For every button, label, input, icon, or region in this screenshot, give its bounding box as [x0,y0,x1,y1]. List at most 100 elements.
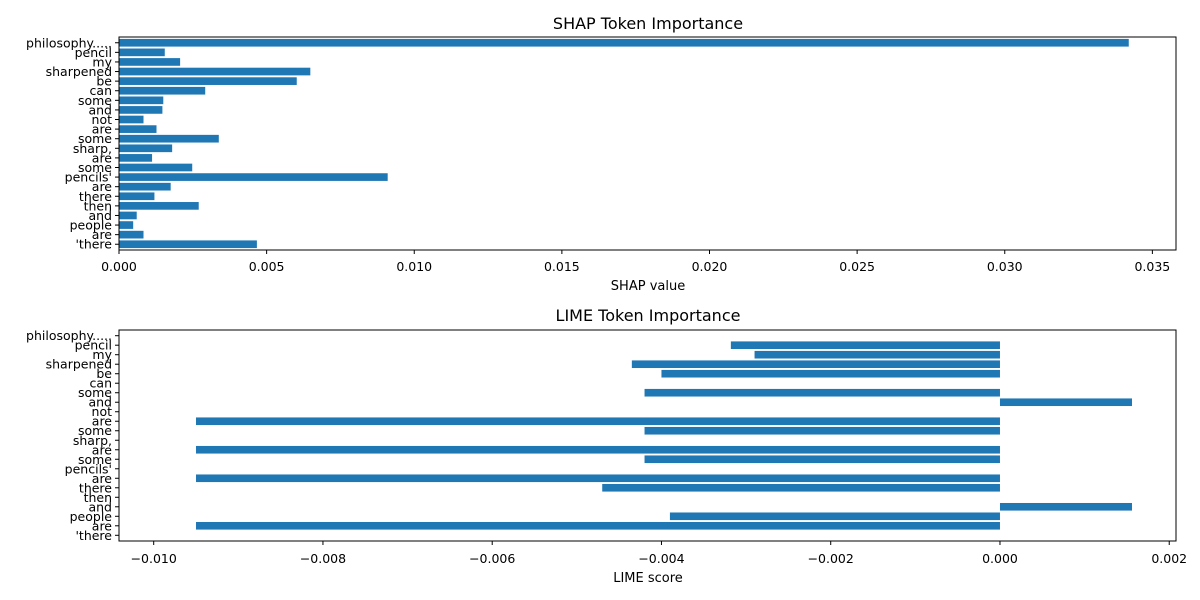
lime-y-tick-label-2: my [92,347,112,362]
lime-bars [196,331,1132,540]
shap-y-tick-label-17: then [84,198,112,213]
lime-bar-2 [754,350,1000,359]
shap-bar-17 [119,202,199,210]
shap-y-ticks: philosophy.....pencilmysharpenedbecansom… [26,35,119,252]
shap-bar-13 [119,163,193,172]
shap-y-tick-label-19: people [70,218,113,233]
shap-x-axis-label: SHAP value [611,279,685,294]
lime-y-tick-label-16: there [79,480,112,495]
lime-y-tick-label-12: are [92,442,113,457]
lime-bar-15 [196,474,1000,483]
shap-y-tick-label-0: philosophy..... [26,35,112,50]
shap-y-tick-label-20: are [92,227,113,242]
lime-x-tick-label-1: −0.008 [300,551,346,566]
lime-y-tick-label-0: philosophy..... [26,328,112,343]
lime-y-tick-label-17: then [84,490,112,505]
shap-y-tick-label-12: are [92,150,113,165]
shap-chart-title: SHAP Token Importance [553,14,743,33]
shap-y-tick-label-6: some [78,93,112,108]
shap-x-tick-label-6: 0.030 [987,259,1023,274]
lime-y-tick-label-14: pencils' [65,461,112,476]
shap-bar-2 [119,58,181,66]
lime-x-ticks: −0.010 −0.008 −0.006 −0.004 −0.002 0.000 0.002 [131,541,1187,566]
shap-y-tick-label-2: my [92,54,112,69]
shap-bar-21 [119,240,257,249]
lime-x-tick-label-2: −0.006 [469,551,515,566]
lime-bar-3 [631,360,1000,369]
shap-y-tick-label-8: not [92,112,113,127]
shap-chart: SHAP Token Importance 0.000 0.005 0.010 0.0… [26,14,1177,294]
lime-y-tick-label-5: can [90,376,112,391]
shap-x-tick-label-5: 0.025 [839,259,875,274]
shap-x-tick-label-2: 0.010 [396,259,432,274]
shap-bar-8 [119,115,144,124]
shap-x-tick-label-0: 0.000 [101,259,137,274]
lime-x-tick-label-5: 0.000 [982,551,1018,566]
lime-bar-1 [730,341,1000,350]
lime-y-ticks: philosophy.....pencilmysharpenedbecansom… [26,328,119,543]
lime-bar-16 [602,483,1000,492]
shap-bar-6 [119,96,164,105]
shap-bar-20 [119,230,144,239]
lime-x-tick-label-3: −0.004 [638,551,684,566]
lime-x-axis-label: LIME score [613,571,683,586]
lime-y-tick-label-13: some [78,452,112,467]
shap-x-tick-label-7: 0.035 [1134,259,1170,274]
shap-bar-18 [119,211,137,220]
lime-bar-13 [644,455,1000,464]
lime-bar-10 [644,426,1000,435]
shap-bar-16 [119,192,155,201]
lime-x-tick-label-0: −0.010 [131,551,177,566]
lime-y-tick-label-3: sharpened [46,357,112,372]
shap-x-tick-label-3: 0.015 [544,259,580,274]
lime-y-tick-label-21: 'there [75,528,112,543]
lime-bar-12 [196,445,1000,454]
shap-y-tick-label-11: sharp, [73,141,112,156]
lime-y-tick-label-20: are [92,518,113,533]
lime-x-tick-label-4: −0.002 [808,551,854,566]
lime-x-tick-label-6: 0.002 [1151,551,1187,566]
lime-y-tick-label-1: pencil [75,338,112,353]
shap-x-ticks: 0.000 0.005 0.010 0.015 0.020 0.025 0.030 0.035 [101,250,1170,274]
lime-y-tick-label-15: are [92,471,113,486]
shap-bar-5 [119,86,206,95]
shap-y-tick-label-18: and [88,208,112,223]
shap-bar-9 [119,125,157,133]
shap-bar-10 [119,134,219,143]
shap-y-tick-label-7: and [88,102,112,117]
lime-bar-9 [196,417,1000,426]
lime-y-tick-label-11: sharp, [73,433,112,448]
shap-y-tick-label-3: sharpened [46,64,112,79]
shap-bar-7 [119,106,163,114]
lime-bar-7 [999,398,1132,407]
lime-bar-4 [661,369,1000,378]
lime-y-tick-label-7: and [88,395,112,410]
shap-y-tick-label-16: there [79,189,112,204]
shap-bar-4 [119,77,297,85]
shap-y-tick-label-10: some [78,131,112,146]
shap-x-tick-label-4: 0.020 [692,259,728,274]
shap-bar-15 [119,182,171,191]
lime-bar-18 [999,502,1132,511]
lime-chart: LIME Token Importance −0.010 −0.008 −0.006… [26,306,1187,586]
lime-chart-title: LIME Token Importance [556,306,741,325]
shap-y-tick-label-13: some [78,160,112,175]
lime-bar-19 [669,512,1000,521]
lime-y-tick-label-6: some [78,385,112,400]
shap-y-tick-label-5: can [90,83,112,98]
lime-plot-frame [118,329,1177,542]
shap-y-tick-label-14: pencils' [65,170,112,185]
lime-y-tick-label-9: are [92,414,113,429]
shap-y-tick-label-15: are [92,179,113,194]
shap-bar-14 [119,173,388,181]
shap-y-tick-label-4: be [96,74,112,89]
lime-y-tick-label-19: people [70,509,113,524]
shap-bar-11 [119,144,173,153]
lime-y-tick-label-10: some [78,423,112,438]
lime-bar-6 [644,388,1000,397]
shap-y-tick-label-21: 'there [75,237,112,252]
lime-y-tick-label-4: be [96,366,112,381]
lime-y-tick-label-18: and [88,499,112,514]
shap-bar-3 [119,67,311,76]
